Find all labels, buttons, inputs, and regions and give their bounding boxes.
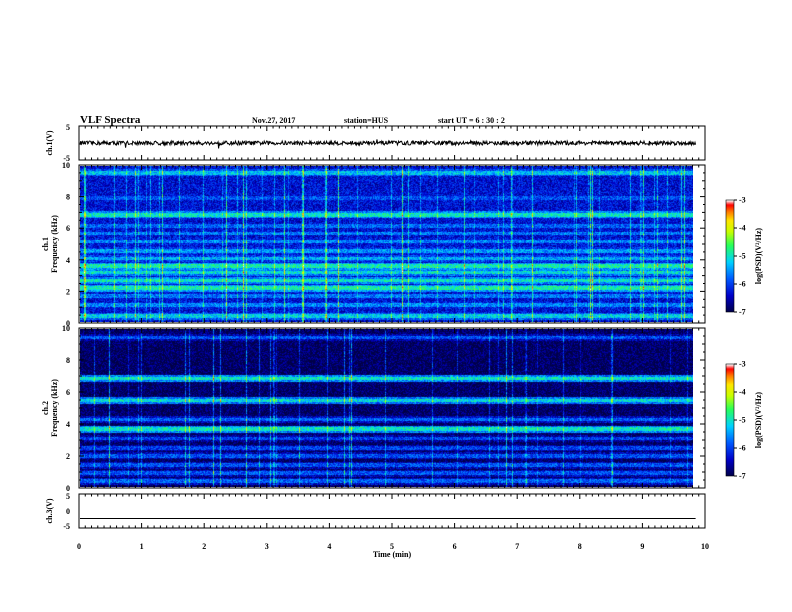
time-tick-label: 1 [140, 542, 144, 551]
colorbar-tick-label: -5 [739, 416, 746, 425]
ch2-colorbar-gradient [726, 364, 734, 476]
ch2-colorbar-ticks: -3 -4 -5 -6 -7 [734, 360, 746, 481]
start-time-label: start UT = 6 : 30 : 2 [438, 116, 505, 125]
time-tick-label: 8 [578, 542, 582, 551]
ch1-ytick-top: 5 [66, 123, 70, 132]
time-axis-labels: 0 1 2 3 4 5 6 7 8 9 10 [77, 542, 709, 551]
ch1-ytick-bottom: -5 [63, 154, 70, 163]
colorbar-tick-label: -4 [739, 224, 746, 233]
time-tick-label: 7 [515, 542, 519, 551]
ch2-spectrogram-ylabel-freq: Frequency (kHz) [50, 379, 59, 437]
colorbar-tick-label: -3 [739, 360, 746, 369]
time-tick-label: 5 [390, 542, 394, 551]
time-tick-label: 6 [453, 542, 457, 551]
colorbar-tick-label: -6 [739, 280, 746, 289]
frequency-tick-label: 6 [66, 388, 70, 397]
ch1-colorbar: -3 -4 -5 -6 -7 log(PSD)(V²/Hz) [725, 196, 763, 317]
ch1-colorbar-ticks: -3 -4 -5 -6 -7 [734, 196, 746, 317]
frequency-tick-label: 0 [66, 484, 70, 493]
time-tick-label: 3 [265, 542, 269, 551]
colorbar-tick-label: -7 [739, 308, 746, 317]
ch3-ytick-bottom: -5 [63, 522, 70, 531]
frequency-tick-label: 6 [66, 224, 70, 233]
time-tick-label: 4 [327, 542, 331, 551]
frequency-tick-label: 8 [66, 193, 70, 202]
colorbar-tick-label: -5 [739, 252, 746, 261]
ch2-spectrogram-ylabel-ch: ch.2 [41, 401, 50, 415]
frequency-tick-label: 2 [66, 287, 70, 296]
ch1-waveform-line [79, 139, 697, 149]
frequency-tick-label: 10 [62, 161, 70, 170]
ch2-colorbar-label: log(PSD)(V²/Hz) [754, 392, 763, 449]
time-axis-ticks [78, 126, 706, 528]
frequency-tick-label: 10 [62, 324, 70, 333]
station-label: station=HUS [344, 116, 389, 125]
ch3-waveform-frame [78, 493, 706, 529]
colorbar-tick-label: -4 [739, 388, 746, 397]
time-axis-label: Time (min) [373, 550, 412, 559]
colorbar-tick-label: -6 [739, 444, 746, 453]
ch1-waveform-panel: 5 -5 ch.1(V) [45, 123, 706, 163]
time-tick-label: 9 [640, 542, 644, 551]
ch2-colorbar: -3 -4 -5 -6 -7 log(PSD)(V²/Hz) [725, 360, 763, 481]
ch1-spectrogram-panel: 0 2 4 6 8 10 ch.1 Frequency (kHz) [41, 161, 706, 328]
frequency-tick-label: 8 [66, 356, 70, 365]
frequency-tick-label: 4 [66, 420, 70, 429]
frequency-tick-label: 0 [66, 319, 70, 328]
ch1-spectrogram-ylabel-ch: ch.1 [41, 237, 50, 251]
ch3-waveform-ylabel: ch.3(V) [45, 498, 54, 523]
ch1-spectrogram-image [80, 166, 693, 322]
ch3-ytick-top: 5 [66, 492, 70, 501]
frequency-tick-label: 2 [66, 452, 70, 461]
ch1-colorbar-gradient [726, 200, 734, 312]
figure-title: VLF Spectra [80, 114, 141, 126]
ch2-frequency-ticks: 0 2 4 6 8 10 [62, 324, 705, 493]
ch2-spectrogram-panel: 0 2 4 6 8 10 ch.2 Frequency (kHz) [41, 324, 706, 493]
colorbar-tick-label: -7 [739, 472, 746, 481]
ch3-waveform-panel: 5 0 -5 ch.3(V) [45, 492, 706, 531]
date-label: Nov.27, 2017 [252, 116, 295, 125]
ch1-colorbar-label: log(PSD)(V²/Hz) [754, 228, 763, 285]
time-tick-label: 0 [77, 542, 81, 551]
ch3-ytick-mid: 0 [66, 507, 70, 516]
time-tick-label: 10 [701, 542, 709, 551]
ch1-spectrogram-ylabel-freq: Frequency (kHz) [50, 215, 59, 273]
ch1-frequency-ticks: 0 2 4 6 8 10 [62, 161, 705, 328]
colorbar-tick-label: -3 [739, 196, 746, 205]
ch1-waveform-ylabel: ch.1(V) [45, 130, 54, 155]
time-tick-label: 2 [202, 542, 206, 551]
ch2-spectrogram-image [80, 329, 693, 487]
frequency-tick-label: 4 [66, 256, 70, 265]
